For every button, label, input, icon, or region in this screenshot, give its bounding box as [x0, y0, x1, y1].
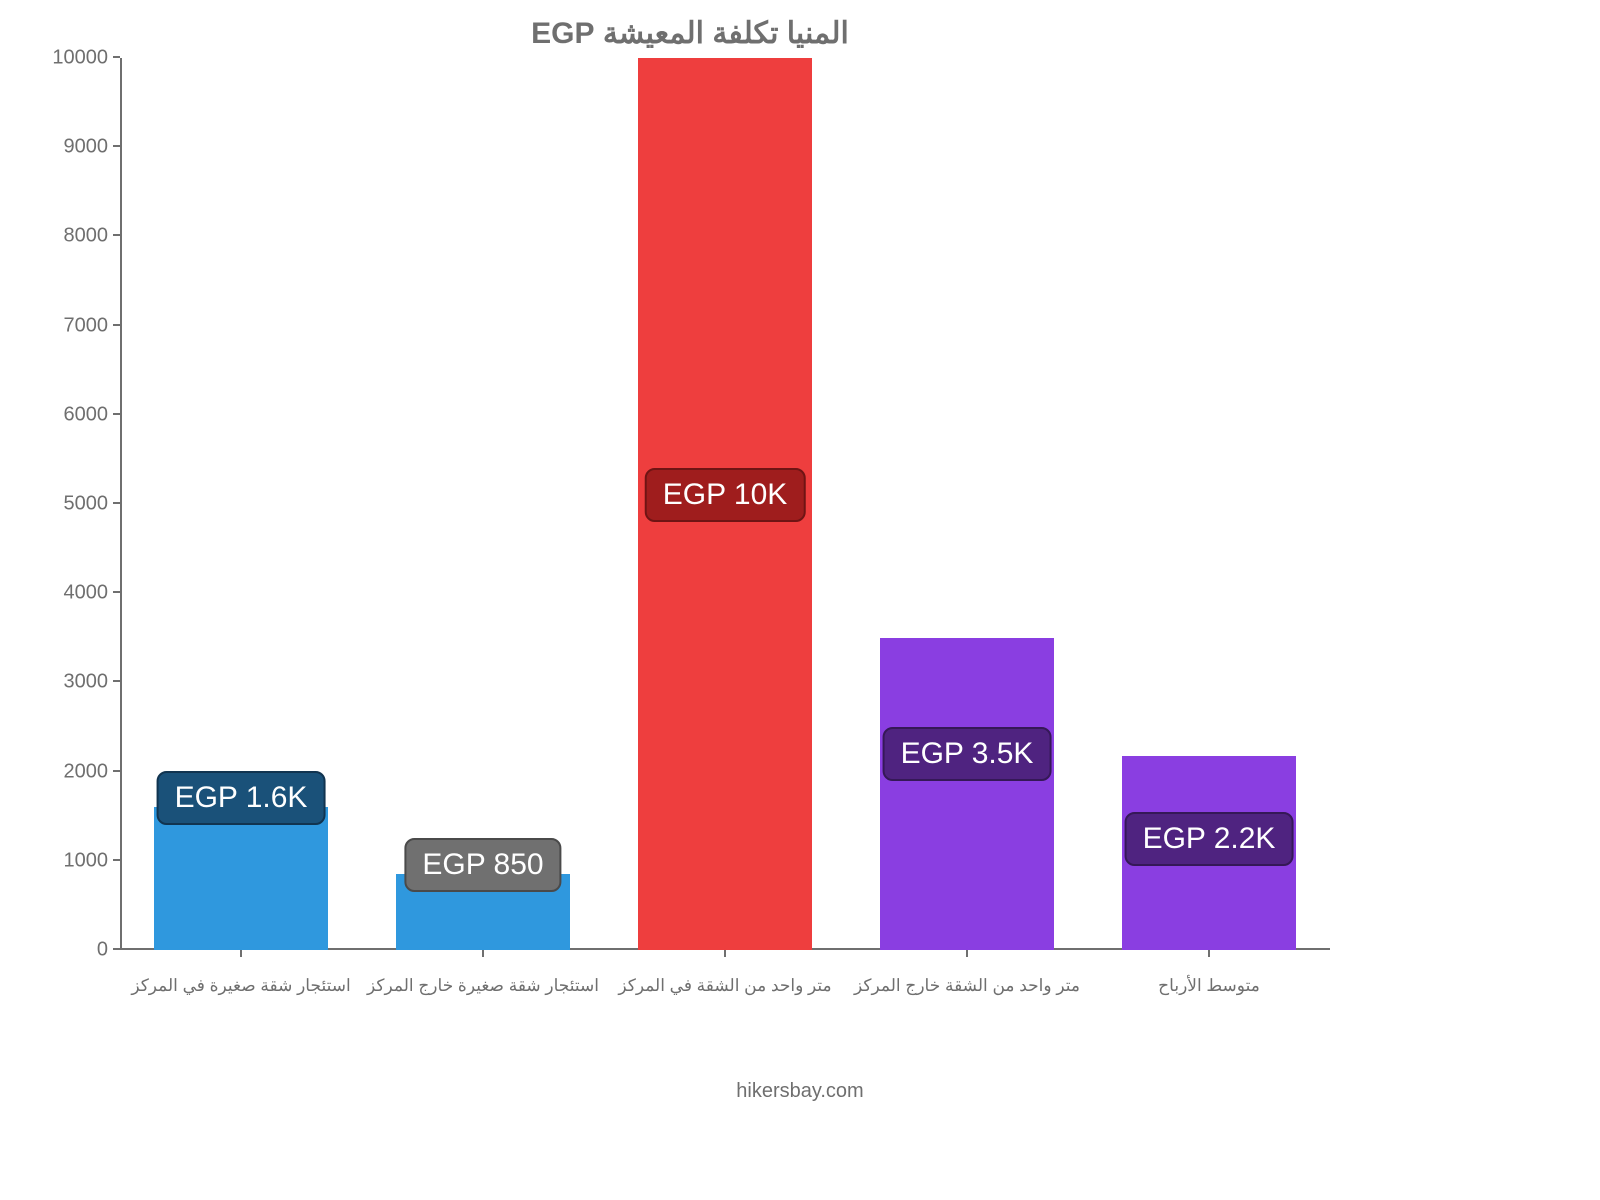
y-tick [113, 680, 120, 682]
bar [154, 807, 328, 950]
y-tick-label: 7000 [64, 314, 109, 337]
y-tick [113, 234, 120, 236]
y-tick-label: 5000 [64, 493, 109, 516]
y-tick [113, 859, 120, 861]
y-tick [113, 948, 120, 950]
plot-area: EGP 1.6KEGP 850EGP 10KEGP 3.5KEGP 2.2K 0… [120, 58, 1330, 950]
y-tick [113, 324, 120, 326]
bar [880, 638, 1054, 950]
y-tick [113, 502, 120, 504]
y-tick [113, 770, 120, 772]
x-tick [1208, 950, 1210, 957]
value-badge: EGP 850 [404, 838, 561, 892]
y-tick-label: 6000 [64, 403, 109, 426]
x-tick-label: متوسط الأرباح [1158, 976, 1260, 996]
chart-title: المنيا تكلفة المعيشة EGP [50, 16, 1330, 51]
x-tick [482, 950, 484, 957]
y-tick-label: 8000 [64, 225, 109, 248]
y-tick-label: 9000 [64, 136, 109, 159]
value-badge: EGP 2.2K [1125, 812, 1294, 866]
bars-container: EGP 1.6K EGP 850 EGP 10K EGP 3.5K EGP 2.2K [120, 58, 1330, 950]
y-tick [113, 413, 120, 415]
y-tick-label: 3000 [64, 671, 109, 694]
x-tick-label: متر واحد من الشقة خارج المركز [854, 976, 1080, 996]
y-tick-label: 2000 [64, 760, 109, 783]
y-tick-label: 0 [97, 939, 108, 962]
y-tick-label: 1000 [64, 849, 109, 872]
value-badge: EGP 3.5K [883, 727, 1052, 781]
x-tick [724, 950, 726, 957]
y-tick-label: 10000 [52, 47, 108, 70]
y-tick [113, 56, 120, 58]
value-badge: EGP 1.6K [157, 771, 326, 825]
x-tick [966, 950, 968, 957]
y-tick-label: 4000 [64, 582, 109, 605]
x-tick-label: استئجار شقة صغيرة خارج المركز [367, 976, 599, 996]
y-tick [113, 145, 120, 147]
value-badge: EGP 10K [645, 468, 806, 522]
cost-of-living-chart: المنيا تكلفة المعيشة EGP EGP 1.6K EGP 850… [50, 10, 1330, 1010]
footer-attribution: hikersbay.com [0, 1080, 1600, 1103]
x-tick [240, 950, 242, 957]
x-tick-label: متر واحد من الشقة في المركز [618, 976, 831, 996]
x-tick-label: استئجار شقة صغيرة في المركز [131, 976, 350, 996]
y-tick [113, 591, 120, 593]
